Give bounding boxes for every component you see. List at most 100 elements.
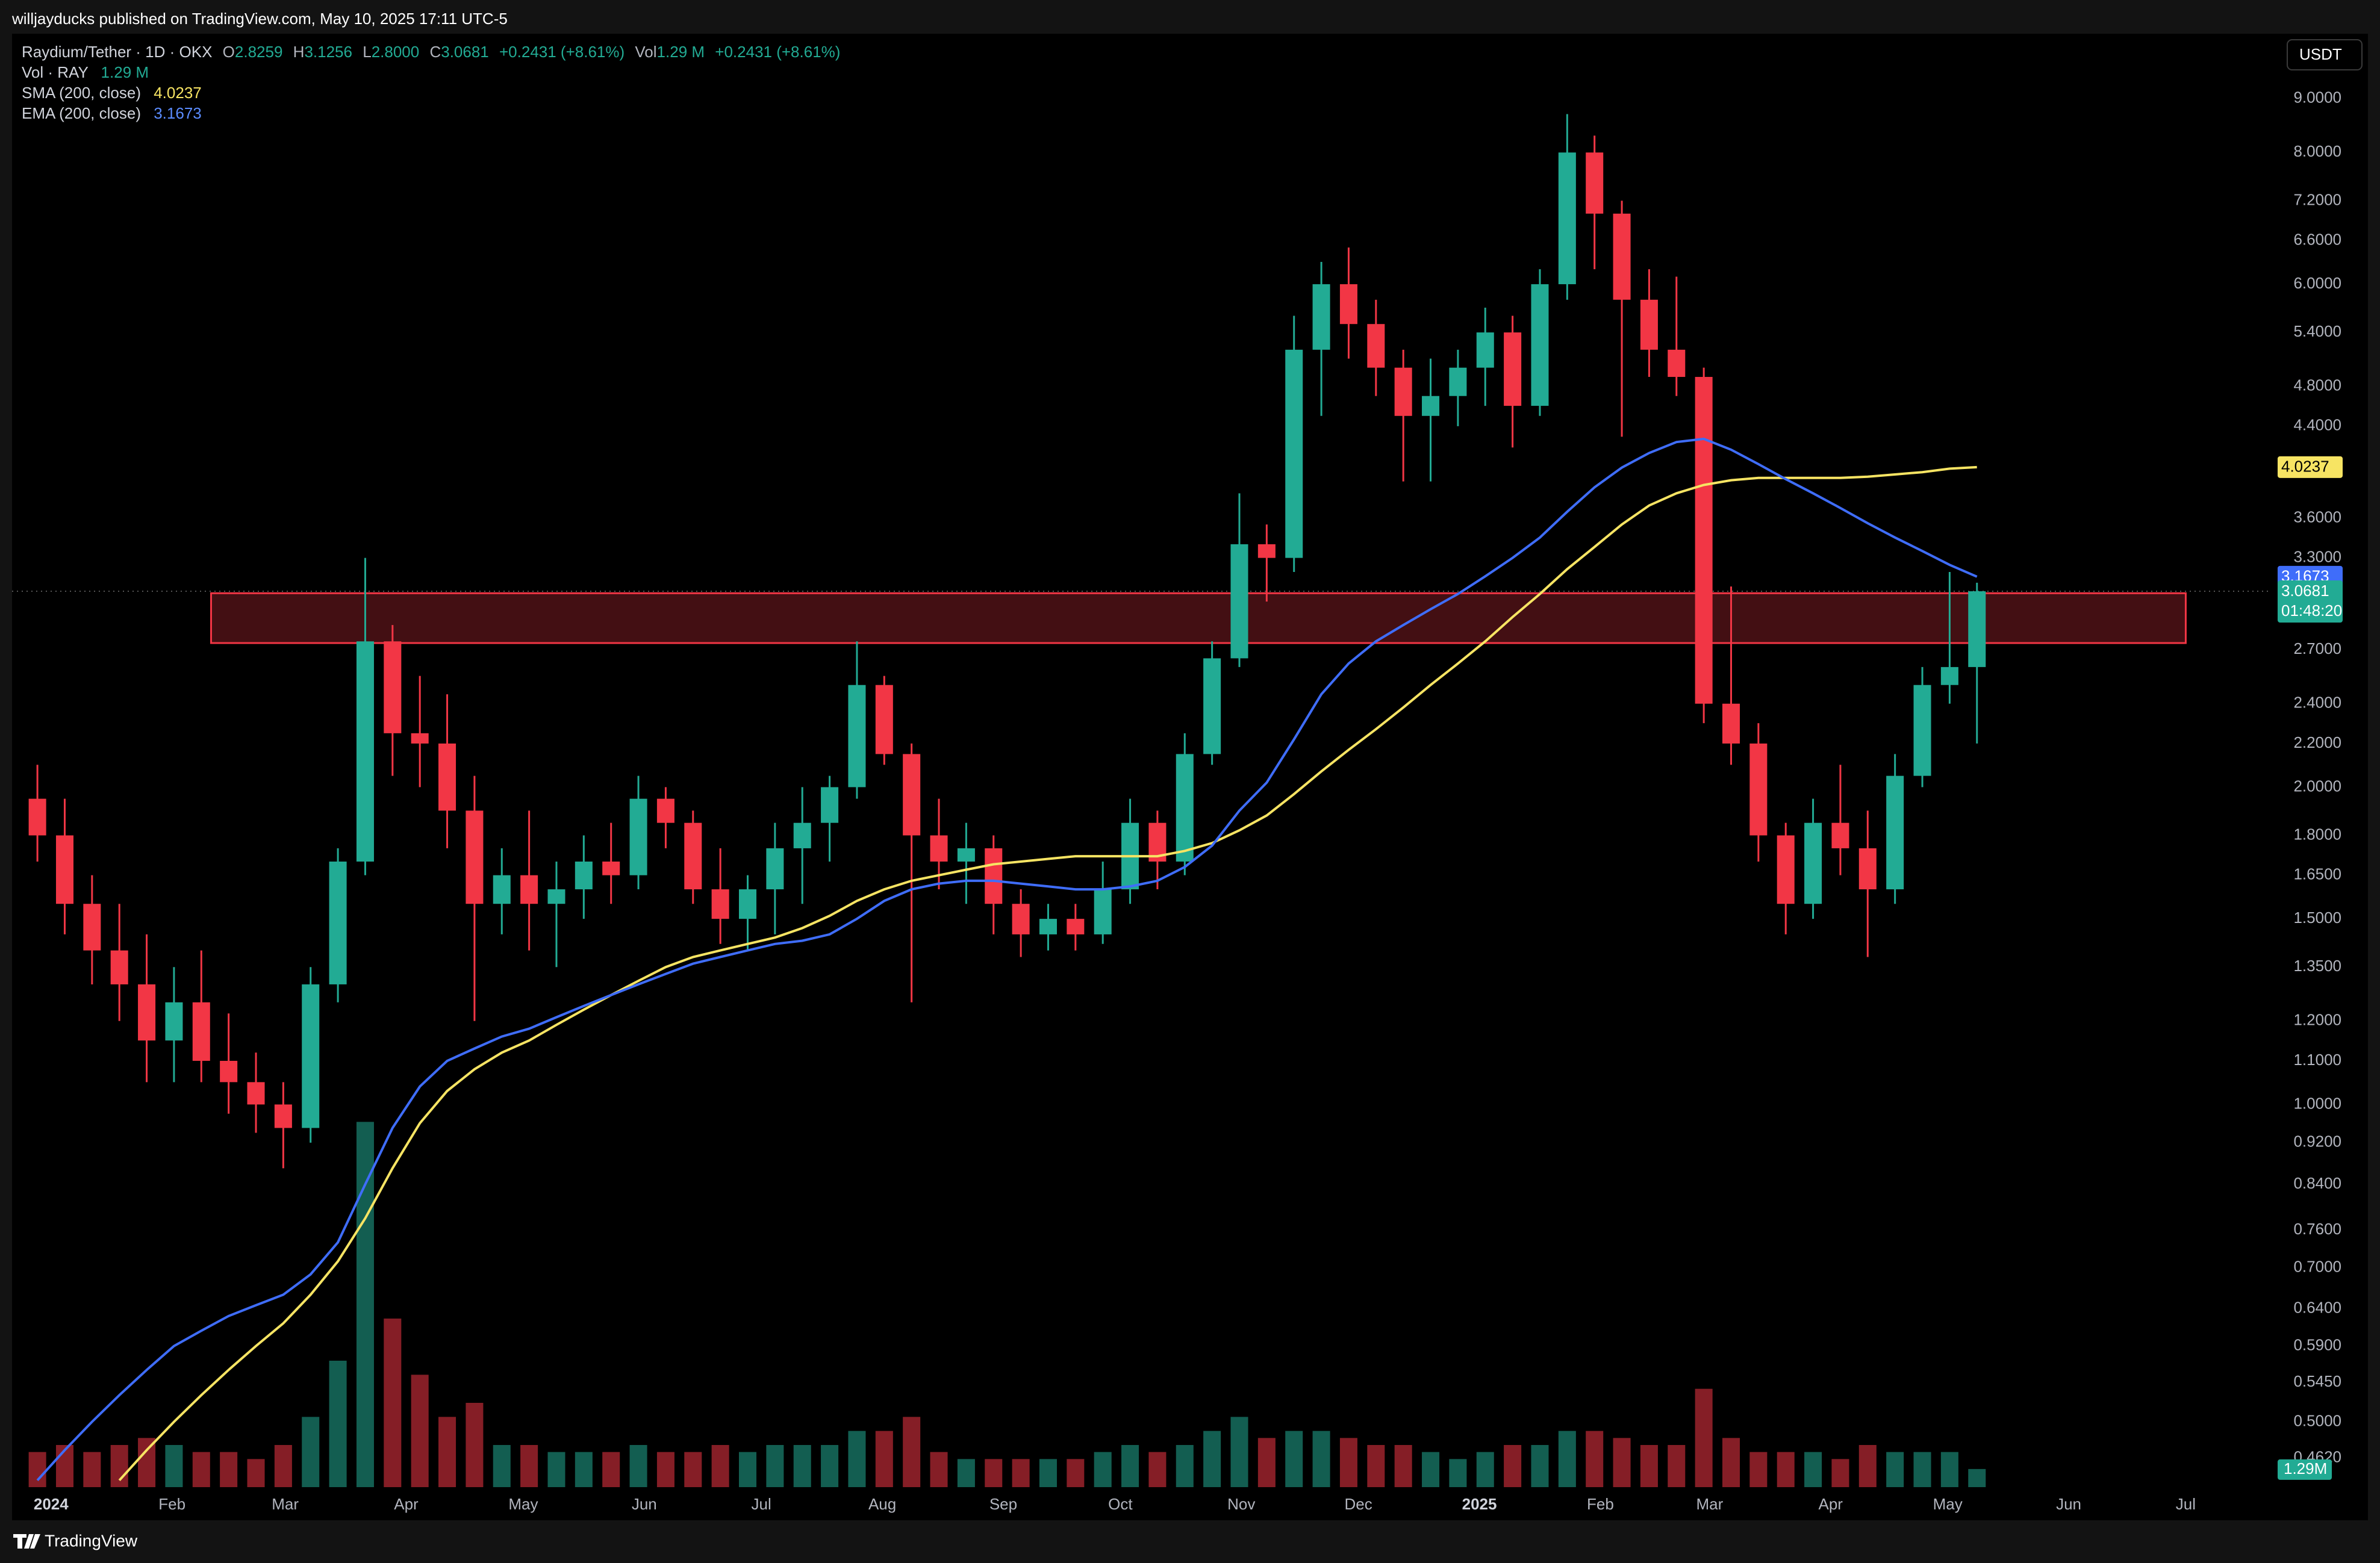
candle-body [1230,544,1248,659]
volume-bar [602,1452,620,1487]
volume-bar [274,1445,292,1487]
vol-value: 1.29 M [657,43,705,61]
y-tick-label: 6.6000 [2293,230,2341,248]
volume-bar [1695,1388,1713,1487]
y-tick-label: 0.5900 [2293,1336,2341,1354]
candle-body [656,798,674,823]
volume-bar [1722,1438,1740,1487]
candle-body [1613,213,1631,300]
volume-bar [821,1445,839,1487]
candle-body [848,685,866,788]
volume-bar [1640,1445,1658,1487]
candle-body [629,798,647,875]
candle-body [110,950,128,984]
close-price-tag-bg [2278,580,2343,623]
y-tick-label: 5.4000 [2293,322,2341,340]
indicator-line [118,465,1977,1482]
legend-volume: Vol · RAY 1.29 M [22,63,149,81]
volume-bar [110,1445,128,1487]
y-tick-label: 0.9200 [2293,1133,2341,1151]
candle-body [466,810,484,904]
vol-change: +0.2431 (+8.61%) [715,43,840,61]
ohlc-value: 2.8000 [372,43,420,61]
volume-bar [1668,1445,1686,1487]
sma-price-tag-bg [2278,456,2343,478]
volume-bar [1777,1452,1795,1487]
x-tick-label: May [508,1495,538,1513]
volume-bar [1886,1452,1904,1487]
volume-bar [192,1452,210,1487]
candle-body [766,848,784,890]
x-tick-label: Aug [868,1495,896,1513]
y-tick-label: 1.3500 [2293,957,2341,975]
volume-bar [1230,1417,1248,1487]
volume-bar [1394,1445,1412,1487]
candle-body [1067,919,1085,934]
volume-name: Vol · RAY [22,63,88,81]
x-tick-label: Feb [158,1495,185,1513]
volume-bar [1067,1459,1085,1487]
candle-body [1176,754,1194,862]
volume-bar [520,1445,538,1487]
y-tick-label: 8.0000 [2293,142,2341,160]
y-tick-label: 1.0000 [2293,1094,2341,1112]
symbol: Raydium/Tether · 1D · OKX [22,43,212,61]
y-tick-label: 6.0000 [2293,274,2341,292]
sma-name: SMA (200, close) [22,84,141,102]
volume-bar [466,1403,484,1487]
ohlc-key: L [363,43,371,61]
candle-body [1339,284,1357,325]
volume-bar [1367,1445,1385,1487]
candle-body [547,889,565,904]
volume-bar [1804,1452,1822,1487]
currency-label[interactable]: USDT [2299,45,2342,63]
candle-body [165,1002,183,1041]
candle-body [875,685,893,754]
volume-bar [1913,1452,1931,1487]
x-tick-label: Jun [632,1495,657,1513]
volume-bar [875,1431,893,1487]
candle-body [220,1060,238,1083]
legend-main: Raydium/Tether · 1D · OKX O2.8259 H3.125… [22,43,840,61]
x-tick-label: Jul [2176,1495,2196,1513]
candle-body [738,889,757,919]
candle-body [1940,667,1958,685]
x-tick-label: Sep [989,1495,1017,1513]
volume-bar [1012,1459,1030,1487]
y-tick-label: 2.7000 [2293,639,2341,657]
volume-bar [1968,1468,1986,1487]
candle-body [55,835,73,904]
candle-body [329,861,347,984]
candle-body [1858,848,1877,890]
candle-body [1913,685,1931,776]
vol-key: Vol [635,43,656,61]
volume-bar [220,1452,238,1487]
y-tick-label: 0.5000 [2293,1411,2341,1429]
candle-body [1668,349,1686,378]
volume-bar [1749,1452,1768,1487]
volume-bar [1586,1431,1604,1487]
candle-body [411,733,429,744]
y-tick-label: 1.1000 [2293,1051,2341,1069]
y-tick-label: 0.8400 [2293,1174,2341,1192]
volume-bar [356,1122,374,1487]
x-tick-label: Dec [1345,1495,1372,1513]
volume-bar [1203,1431,1221,1487]
volume-bar [1831,1459,1849,1487]
currency-button[interactable] [2287,39,2363,70]
plot [12,114,2272,1487]
y-tick-label: 0.7600 [2293,1220,2341,1238]
volume-value: 1.29 M [101,63,149,81]
candle-body [1504,332,1522,406]
x-tick-label: 2024 [34,1495,69,1513]
volume-bar [302,1417,320,1487]
sma-value: 4.0237 [154,84,202,102]
y-tick-label: 0.6400 [2293,1299,2341,1317]
candle-body [1777,835,1795,904]
volume-bar [1613,1438,1631,1487]
volume-bar [1449,1459,1467,1487]
y-tick-label: 7.2000 [2293,190,2341,208]
ohlc-key: C [429,43,441,61]
volume-bar [656,1452,674,1487]
volume-bar [247,1459,265,1487]
